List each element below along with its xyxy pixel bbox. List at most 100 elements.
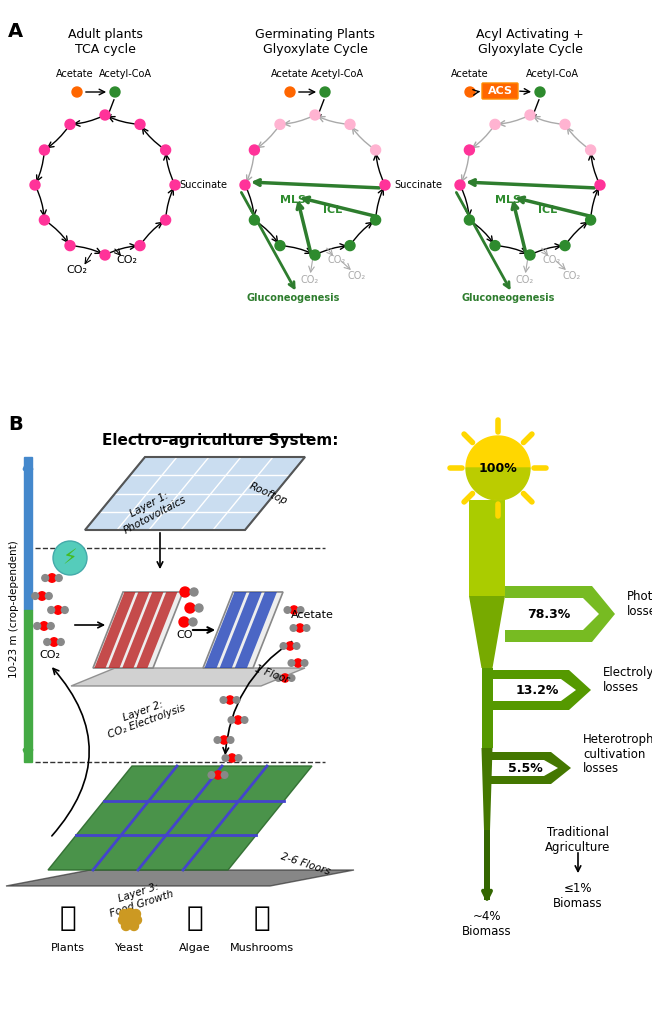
Circle shape — [222, 755, 229, 761]
Circle shape — [284, 606, 291, 613]
Circle shape — [290, 606, 298, 614]
Circle shape — [275, 675, 282, 681]
Polygon shape — [490, 752, 571, 784]
Polygon shape — [123, 592, 164, 668]
Text: 78.3%: 78.3% — [527, 607, 570, 621]
Text: Heterotrophic
cultivation
losses: Heterotrophic cultivation losses — [583, 732, 652, 775]
Text: 1 Floor: 1 Floor — [254, 664, 291, 685]
Circle shape — [297, 606, 304, 613]
Text: CO₂: CO₂ — [40, 650, 61, 660]
Text: Acetate: Acetate — [56, 69, 94, 79]
Polygon shape — [505, 586, 615, 642]
Circle shape — [241, 717, 248, 723]
Text: 2-6 Floors: 2-6 Floors — [279, 851, 331, 877]
Circle shape — [65, 120, 75, 129]
Text: 5.5%: 5.5% — [508, 762, 542, 774]
Circle shape — [208, 772, 215, 778]
Text: Electro-agriculture System:: Electro-agriculture System: — [102, 433, 338, 449]
Text: ACS: ACS — [488, 86, 512, 96]
Circle shape — [50, 638, 58, 646]
Text: 100%: 100% — [479, 462, 518, 474]
Circle shape — [195, 604, 203, 612]
Polygon shape — [469, 500, 505, 596]
Text: CO₂: CO₂ — [328, 255, 346, 265]
Text: ≤1%
Biomass: ≤1% Biomass — [553, 882, 603, 910]
Text: Photovoltaic
losses: Photovoltaic losses — [627, 590, 652, 618]
Circle shape — [221, 772, 228, 778]
Circle shape — [65, 241, 75, 251]
Circle shape — [240, 180, 250, 190]
Circle shape — [301, 659, 308, 667]
Circle shape — [595, 180, 605, 190]
Circle shape — [228, 754, 236, 762]
Text: Acetate: Acetate — [271, 69, 309, 79]
Circle shape — [288, 659, 295, 667]
Circle shape — [465, 87, 475, 97]
Circle shape — [285, 87, 295, 97]
Polygon shape — [93, 592, 183, 668]
Circle shape — [39, 145, 50, 155]
Circle shape — [72, 87, 82, 97]
Circle shape — [464, 145, 475, 155]
Circle shape — [490, 241, 500, 251]
Circle shape — [121, 922, 130, 931]
Circle shape — [160, 215, 171, 225]
Circle shape — [320, 87, 330, 97]
Polygon shape — [108, 592, 149, 668]
Polygon shape — [466, 436, 530, 468]
Circle shape — [345, 120, 355, 129]
Polygon shape — [48, 766, 312, 870]
Polygon shape — [235, 592, 277, 668]
Circle shape — [130, 922, 138, 931]
Text: CO: CO — [177, 630, 193, 640]
Text: CO₂: CO₂ — [67, 265, 87, 275]
Text: Acetate: Acetate — [451, 69, 489, 79]
Circle shape — [233, 696, 240, 703]
Circle shape — [53, 541, 87, 575]
Circle shape — [160, 145, 171, 155]
Circle shape — [48, 623, 54, 630]
Polygon shape — [205, 592, 246, 668]
Circle shape — [525, 250, 535, 260]
Text: Gluconeogenesis: Gluconeogenesis — [246, 293, 340, 303]
Circle shape — [525, 110, 535, 120]
Polygon shape — [492, 670, 591, 710]
Circle shape — [132, 915, 141, 925]
Polygon shape — [484, 830, 490, 900]
Circle shape — [226, 696, 234, 705]
Text: A: A — [8, 22, 23, 41]
Text: Plants: Plants — [51, 943, 85, 953]
Text: Acetyl-CoA: Acetyl-CoA — [98, 69, 151, 79]
FancyBboxPatch shape — [482, 83, 518, 99]
Text: B: B — [8, 415, 23, 434]
Circle shape — [490, 120, 500, 129]
Circle shape — [275, 241, 285, 251]
Circle shape — [180, 587, 190, 597]
Bar — [24, 457, 32, 609]
Circle shape — [179, 617, 189, 627]
Text: Traditional
Agriculture: Traditional Agriculture — [545, 826, 611, 854]
Text: 🌿: 🌿 — [186, 904, 203, 932]
Circle shape — [119, 909, 128, 919]
Circle shape — [48, 573, 56, 583]
Circle shape — [48, 606, 55, 613]
Text: 13.2%: 13.2% — [515, 683, 559, 696]
Circle shape — [249, 215, 259, 225]
Text: CO₂: CO₂ — [543, 255, 561, 265]
Circle shape — [464, 215, 475, 225]
Circle shape — [189, 618, 197, 626]
Circle shape — [294, 658, 302, 667]
Circle shape — [125, 915, 134, 925]
Text: Layer 3:
Food Growth: Layer 3: Food Growth — [105, 878, 175, 920]
Circle shape — [135, 241, 145, 251]
Circle shape — [370, 145, 381, 155]
Bar — [24, 609, 32, 762]
Text: 🍄: 🍄 — [254, 904, 271, 932]
Circle shape — [288, 675, 295, 681]
Circle shape — [560, 241, 570, 251]
Text: Algae: Algae — [179, 943, 211, 953]
Polygon shape — [469, 596, 505, 668]
Circle shape — [40, 622, 48, 630]
Circle shape — [44, 639, 51, 645]
Text: CO₂: CO₂ — [117, 255, 138, 265]
